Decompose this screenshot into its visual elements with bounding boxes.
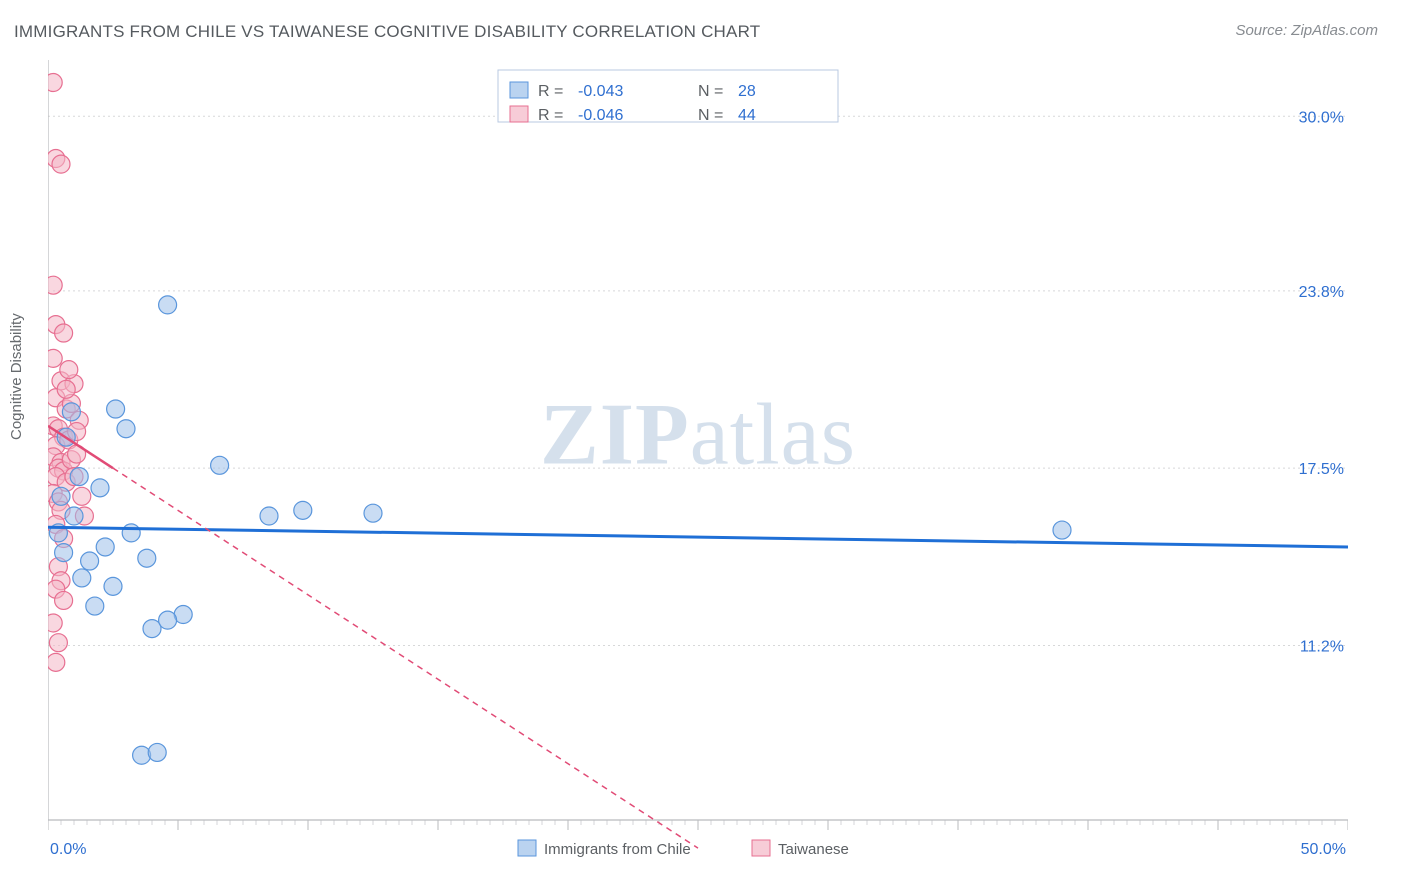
y-tick-label: 17.5% bbox=[1299, 461, 1344, 478]
y-tick-label: 11.2% bbox=[1300, 638, 1344, 655]
legend-r-value: -0.046 bbox=[578, 107, 623, 124]
x-tick-label: 50.0% bbox=[1301, 841, 1346, 858]
y-tick-label: 23.8% bbox=[1299, 284, 1344, 301]
legend-r-value: -0.043 bbox=[578, 83, 623, 100]
data-point bbox=[117, 420, 135, 438]
data-point bbox=[211, 456, 229, 474]
data-point bbox=[62, 403, 80, 421]
trend-line bbox=[48, 527, 1348, 547]
legend-n-value: 44 bbox=[738, 107, 756, 124]
data-point bbox=[107, 400, 125, 418]
data-point bbox=[1053, 521, 1071, 539]
legend-swatch bbox=[510, 106, 528, 122]
data-point bbox=[122, 524, 140, 542]
legend-series-label: Taiwanese bbox=[778, 841, 849, 858]
data-point bbox=[60, 361, 78, 379]
y-tick-label: 30.0% bbox=[1299, 109, 1344, 126]
data-point bbox=[73, 569, 91, 587]
data-point bbox=[260, 507, 278, 525]
data-point bbox=[73, 487, 91, 505]
data-point bbox=[55, 591, 73, 609]
data-point bbox=[86, 597, 104, 615]
chart-svg: 0.0% 50.0% 11.2% 17.5% 23.8% 30.0% R = -0.043 N … bbox=[48, 60, 1348, 880]
trend-line-dashed bbox=[113, 468, 698, 848]
data-point bbox=[81, 552, 99, 570]
data-point bbox=[91, 479, 109, 497]
data-point bbox=[364, 504, 382, 522]
legend-swatch bbox=[752, 840, 770, 856]
data-point bbox=[159, 296, 177, 314]
data-point bbox=[48, 614, 62, 632]
data-point bbox=[148, 743, 166, 761]
data-point bbox=[138, 549, 156, 567]
x-tick-label: 0.0% bbox=[50, 841, 86, 858]
legend-series-label: Immigrants from Chile bbox=[544, 841, 691, 858]
data-point bbox=[48, 276, 62, 294]
legend-r-label: R = bbox=[538, 107, 563, 124]
source-attribution: Source: ZipAtlas.com bbox=[1235, 22, 1378, 39]
data-point bbox=[48, 74, 62, 92]
legend-r-label: R = bbox=[538, 83, 563, 100]
legend-n-label: N = bbox=[698, 107, 723, 124]
data-point bbox=[55, 544, 73, 562]
legend-swatch bbox=[518, 840, 536, 856]
data-point bbox=[70, 468, 88, 486]
data-point bbox=[49, 634, 67, 652]
data-point bbox=[48, 349, 62, 367]
legend-n-label: N = bbox=[698, 83, 723, 100]
data-point bbox=[57, 380, 75, 398]
data-point bbox=[96, 538, 114, 556]
legend-swatch bbox=[510, 82, 528, 98]
data-point bbox=[52, 155, 70, 173]
y-axis-label: Cognitive Disability bbox=[8, 313, 25, 440]
data-point bbox=[294, 501, 312, 519]
data-point bbox=[104, 577, 122, 595]
data-point bbox=[48, 653, 65, 671]
scatter-plot: 0.0%50.0%11.2%17.5%23.8%30.0%R =-0.043N … bbox=[48, 60, 1348, 820]
data-point bbox=[159, 611, 177, 629]
data-point bbox=[52, 487, 70, 505]
data-point bbox=[55, 324, 73, 342]
data-point bbox=[133, 746, 151, 764]
legend-n-value: 28 bbox=[738, 83, 756, 100]
data-point bbox=[65, 507, 83, 525]
chart-title: IMMIGRANTS FROM CHILE VS TAIWANESE COGNI… bbox=[14, 22, 760, 42]
